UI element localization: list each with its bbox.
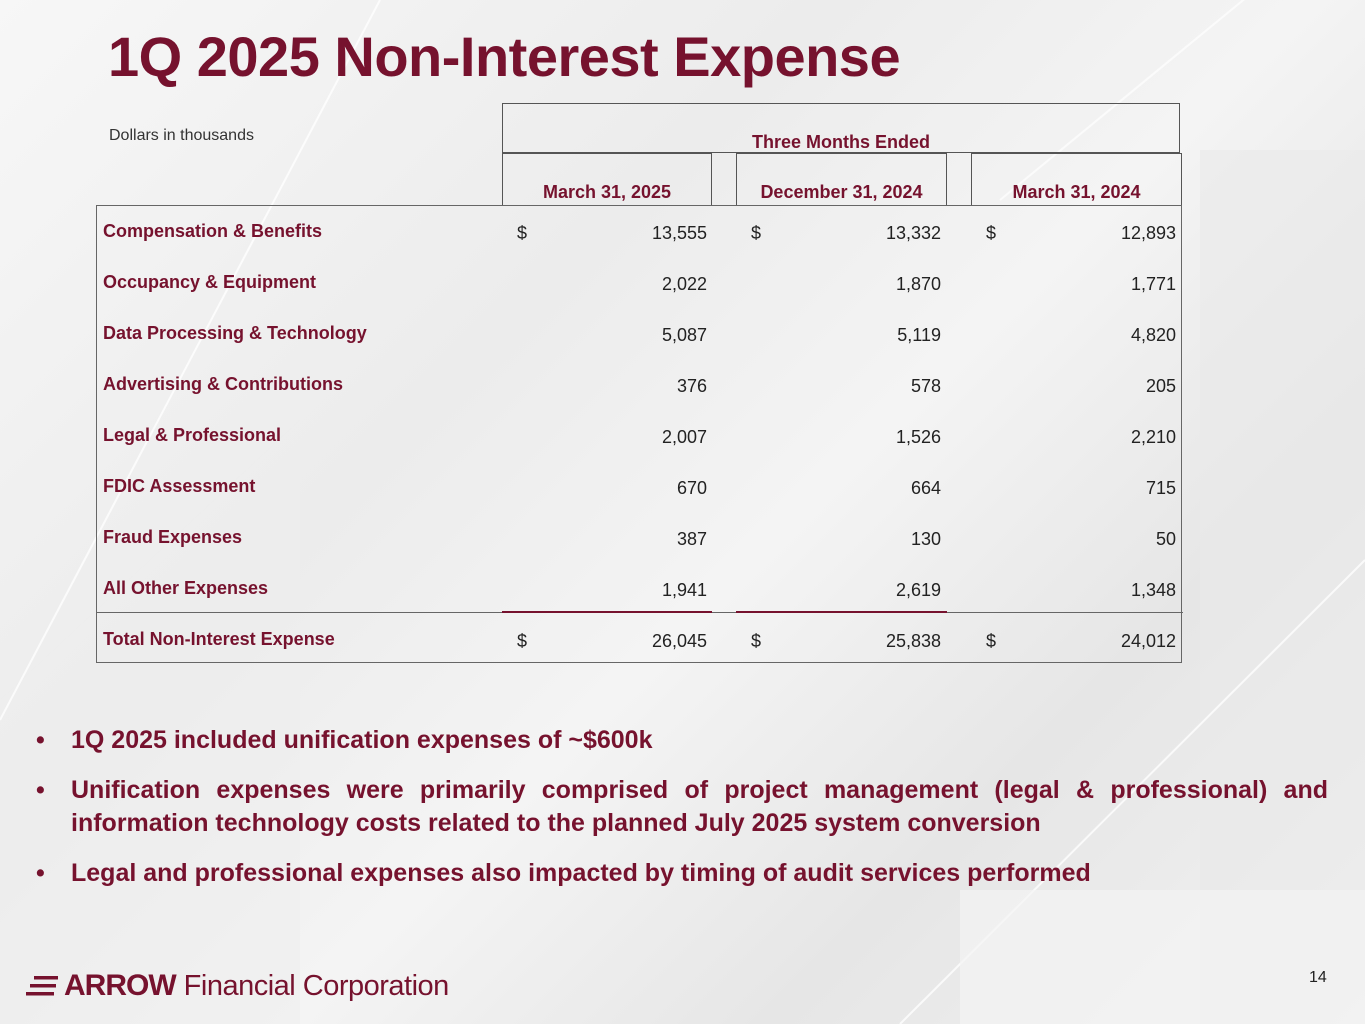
- currency-symbol: $: [751, 223, 762, 243]
- currency-symbol: $: [986, 631, 997, 651]
- cell-value: 376: [676, 376, 707, 396]
- table-row: FDIC Assessment 670 664 715: [97, 461, 1183, 512]
- table-row: Occupancy & Equipment 2,022 1,870 1,771: [97, 257, 1183, 308]
- currency-symbol: $: [751, 631, 762, 651]
- cell-value: 2,022: [661, 274, 707, 294]
- table-row: Data Processing & Technology 5,087 5,119…: [97, 308, 1183, 359]
- bullet-marker: •: [36, 859, 45, 887]
- currency-symbol: $: [517, 223, 528, 243]
- cell-value: 664: [910, 478, 941, 498]
- table-body: Compensation & Benefits $ 13,555 $ 13,33…: [96, 205, 1183, 665]
- total-accent-line: [736, 611, 947, 613]
- cell-value: 1,870: [895, 274, 941, 294]
- cell-value: 13,332: [885, 223, 941, 243]
- cell-value: 12,893: [1120, 223, 1176, 243]
- bullet-marker: •: [36, 776, 45, 804]
- cell-value: 2,007: [661, 427, 707, 447]
- group-header: Three Months Ended: [502, 103, 1180, 153]
- cell-value: 715: [1145, 478, 1176, 498]
- column-header-mar-2025: March 31, 2025: [502, 153, 712, 205]
- column-header-dec-2024: December 31, 2024: [736, 153, 947, 205]
- company-logo: ARROW Financial Corporation: [26, 966, 449, 1006]
- cell-value: 1,348: [1130, 580, 1176, 600]
- total-value: 26,045: [651, 631, 707, 651]
- cell-value: 1,526: [895, 427, 941, 447]
- column-header-mar-2024: March 31, 2024: [971, 153, 1182, 205]
- total-label: Total Non-Interest Expense: [103, 629, 335, 649]
- bullet-item: • 1Q 2025 included unification expenses …: [36, 724, 1328, 757]
- table-row: Legal & Professional 2,007 1,526 2,210: [97, 410, 1183, 461]
- cell-value: 670: [676, 478, 707, 498]
- cell-value: 5,119: [897, 325, 941, 345]
- total-row: Total Non-Interest Expense $ 26,045 $ 25…: [97, 614, 1183, 665]
- table-row: Fraud Expenses 387 130 50: [97, 512, 1183, 563]
- cell-value: 50: [1155, 529, 1176, 549]
- cell-value: 2,619: [895, 580, 941, 600]
- arrow-logo-icon: [26, 976, 58, 996]
- column-header-label: December 31, 2024: [760, 182, 923, 202]
- bullet-item: • Unification expenses were primarily co…: [36, 774, 1328, 840]
- table-row: All Other Expenses 1,941 2,619 1,348: [97, 563, 1183, 614]
- row-label: All Other Expenses: [103, 578, 269, 598]
- row-label: Fraud Expenses: [103, 527, 243, 547]
- table-row: Compensation & Benefits $ 13,555 $ 13,33…: [97, 206, 1183, 257]
- cell-value: 1,771: [1130, 274, 1176, 294]
- currency-symbol: $: [517, 631, 528, 651]
- group-header-label: Three Months Ended: [751, 132, 930, 152]
- bullet-text: Unification expenses were primarily comp…: [71, 776, 1328, 837]
- row-label: Data Processing & Technology: [103, 323, 367, 343]
- bullet-text: 1Q 2025 included unification expenses of…: [71, 726, 653, 754]
- cell-value: 130: [910, 529, 941, 549]
- logo-mark: ARROW: [64, 969, 177, 1002]
- bullet-item: • Legal and professional expenses also i…: [36, 857, 1328, 890]
- row-label: Occupancy & Equipment: [103, 272, 317, 292]
- cell-value: 578: [910, 376, 941, 396]
- total-accent-line: [502, 611, 712, 613]
- logo-text: Financial Corporation: [183, 969, 450, 1002]
- expense-table: Three Months Ended March 31, 2025 Decemb…: [96, 103, 1183, 665]
- column-header-label: March 31, 2025: [542, 182, 672, 202]
- units-note: Dollars in thousands: [109, 127, 254, 144]
- row-label: Advertising & Contributions: [103, 374, 343, 394]
- row-label: Compensation & Benefits: [103, 221, 323, 241]
- cell-value: 4,820: [1130, 325, 1176, 345]
- cell-value: 205: [1145, 376, 1176, 396]
- table-row: Advertising & Contributions 376 578 205: [97, 359, 1183, 410]
- currency-symbol: $: [986, 223, 997, 243]
- cell-value: 5,087: [661, 325, 707, 345]
- column-header-label: March 31, 2024: [1012, 182, 1141, 202]
- row-label: Legal & Professional: [103, 425, 282, 445]
- cell-value: 2,210: [1130, 427, 1176, 447]
- cell-value: 387: [676, 529, 707, 549]
- bullet-marker: •: [36, 726, 45, 754]
- bullet-text: Legal and professional expenses also imp…: [71, 859, 1091, 887]
- total-value: 25,838: [885, 631, 941, 651]
- bullet-list: • 1Q 2025 included unification expenses …: [36, 724, 1328, 907]
- page-title: 1Q 2025 Non-Interest Expense: [108, 25, 901, 88]
- page-number: 14: [1309, 969, 1327, 986]
- row-label: FDIC Assessment: [103, 476, 256, 496]
- total-value: 24,012: [1120, 631, 1176, 651]
- cell-value: 1,941: [661, 580, 707, 600]
- cell-value: 13,555: [651, 223, 707, 243]
